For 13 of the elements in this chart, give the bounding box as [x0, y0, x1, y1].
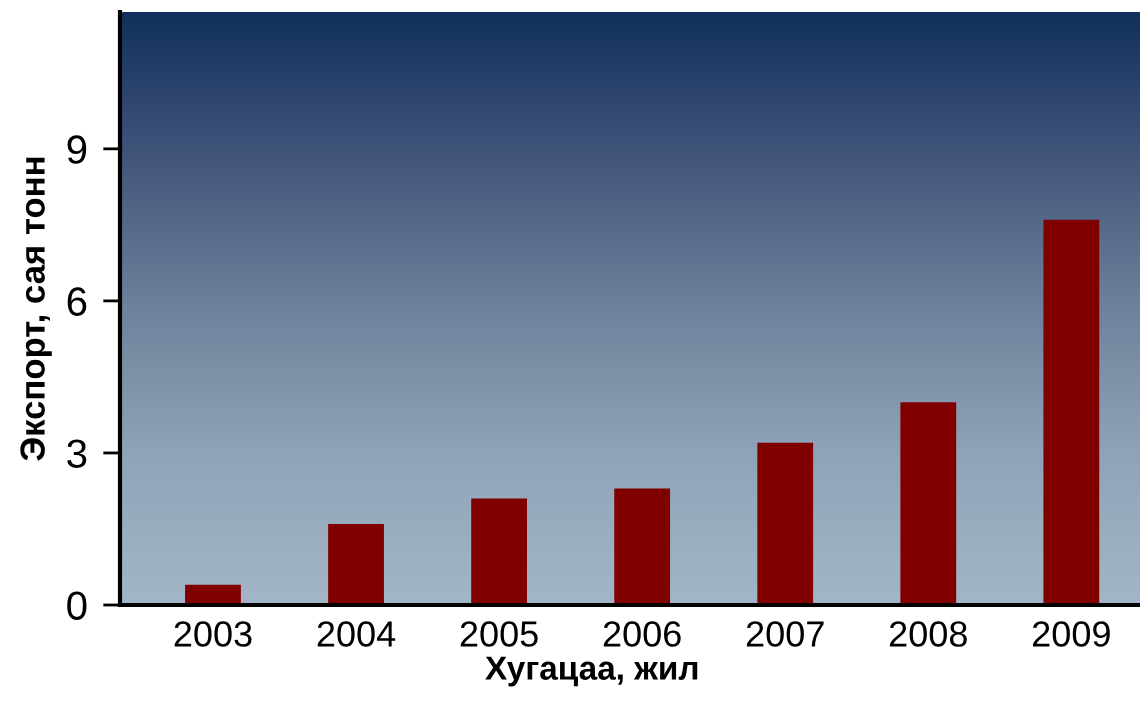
y-tick-label: 6 [67, 287, 87, 316]
y-tick-label: 3 [67, 439, 87, 468]
x-tick-label: 2004 [317, 621, 396, 647]
x-tick-label: 2006 [603, 621, 681, 647]
x-tick-label: 2007 [746, 621, 824, 647]
x-tick-label: 2005 [460, 621, 538, 647]
x-tick-label: 2008 [889, 621, 967, 647]
y-tick-label: 0 [67, 591, 87, 620]
x-tick-label: 2003 [174, 621, 252, 647]
y-axis-title: Экспорт, сая тонн [20, 157, 52, 461]
y-tick-label: 9 [67, 135, 87, 164]
x-tick-label: 2009 [1032, 621, 1110, 647]
x-axis-title: Хугацаа, жил [485, 656, 698, 687]
